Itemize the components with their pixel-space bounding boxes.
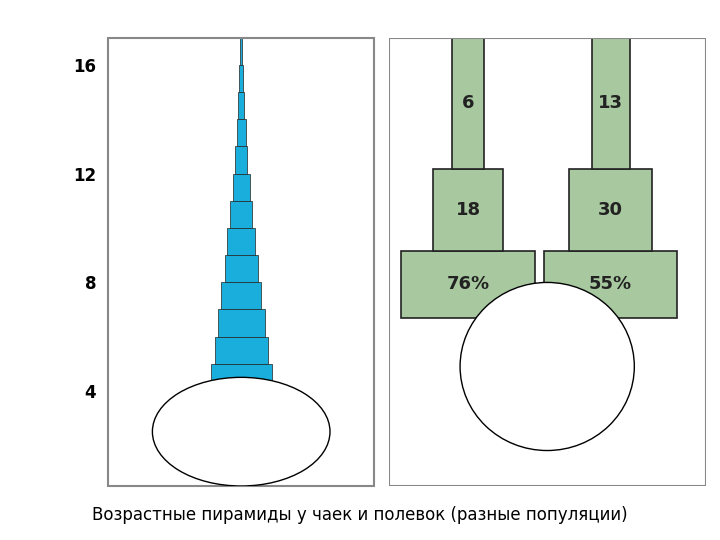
Bar: [544, 251, 677, 318]
Bar: [238, 92, 244, 119]
Bar: [228, 228, 255, 255]
Bar: [192, 446, 291, 472]
Bar: [240, 38, 243, 65]
Text: 18: 18: [456, 201, 480, 219]
Bar: [433, 168, 503, 251]
Text: 13: 13: [598, 94, 623, 112]
Bar: [218, 309, 264, 336]
Bar: [592, 38, 629, 168]
Bar: [211, 364, 271, 391]
Text: 30: 30: [598, 201, 623, 219]
Bar: [199, 418, 283, 446]
Bar: [233, 174, 250, 201]
Text: 6: 6: [462, 94, 474, 112]
Bar: [570, 168, 652, 251]
Text: 76%: 76%: [446, 275, 490, 293]
Bar: [452, 38, 484, 168]
Text: Возрастные пирамиды у чаек и полевок (разные популяции): Возрастные пирамиды у чаек и полевок (ра…: [92, 506, 628, 524]
Bar: [235, 146, 247, 174]
Bar: [215, 336, 268, 364]
Bar: [237, 119, 246, 146]
Bar: [221, 282, 261, 309]
Bar: [239, 65, 243, 92]
Text: seagull: seagull: [233, 432, 272, 442]
Bar: [230, 201, 252, 228]
Text: ✈: ✈: [232, 402, 284, 462]
Ellipse shape: [460, 282, 634, 450]
Bar: [205, 391, 277, 418]
Ellipse shape: [153, 377, 330, 486]
Bar: [225, 255, 258, 282]
Bar: [402, 251, 534, 318]
Text: 55%: 55%: [589, 275, 632, 293]
